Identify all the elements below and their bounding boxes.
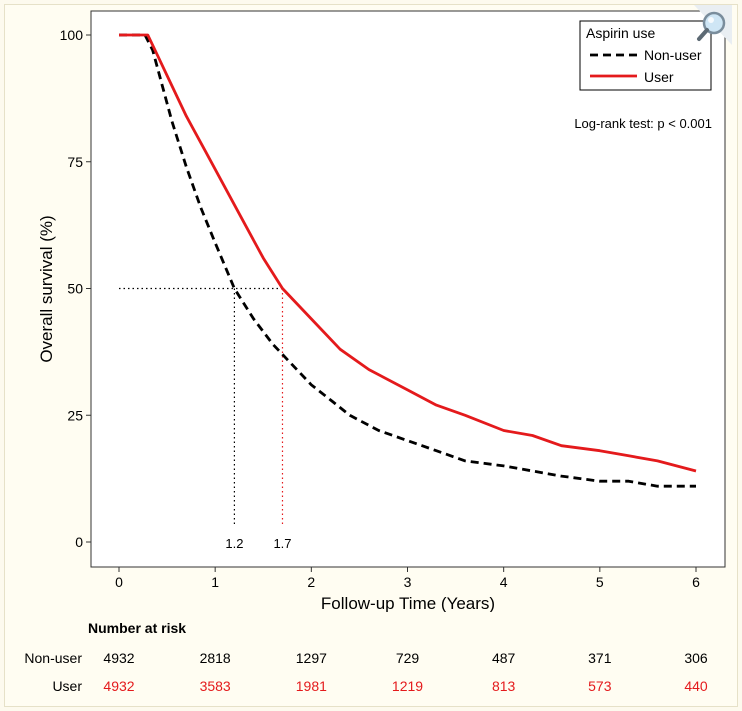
risk-cell: 729 — [395, 650, 420, 666]
risk-row-label: Non-user — [24, 650, 82, 666]
x-axis: 0 1 2 3 4 5 6 — [115, 567, 700, 590]
legend: Aspirin use Non-user User — [579, 20, 712, 91]
x-tick-label: 5 — [596, 574, 604, 590]
risk-cell: 440 — [684, 678, 708, 694]
risk-row-user: User 4932 3583 1981 1219 813 573 440 — [0, 678, 742, 698]
median-label: 1.7 — [273, 536, 291, 551]
y-tick-label: 25 — [67, 407, 83, 423]
x-tick-label: 2 — [307, 574, 315, 590]
magnifier-icon[interactable] — [690, 5, 732, 45]
risk-cell: 1981 — [295, 678, 327, 694]
risk-cell: 1219 — [391, 678, 424, 694]
legend-label-non-user: Non-user — [644, 47, 702, 63]
risk-cell: 573 — [588, 678, 612, 694]
x-tick-label: 0 — [115, 574, 123, 590]
y-axis: 0 25 50 75 100 — [60, 27, 91, 550]
plot-panel — [90, 10, 726, 568]
y-tick-label: 0 — [75, 534, 83, 550]
risk-cell: 4932 — [103, 650, 135, 666]
risk-cell: 487 — [491, 650, 516, 666]
risk-cell: 1297 — [295, 650, 327, 666]
median-lines: 1.2 1.7 — [119, 287, 292, 551]
legend-title: Aspirin use — [586, 25, 655, 41]
x-tick-label: 3 — [404, 574, 412, 590]
series-line-non-user — [119, 33, 696, 488]
survival-chart: 0 25 50 75 100 0 1 2 3 4 5 6 1.2 1.7 Follow-up Time… — [37, 10, 726, 612]
x-tick-label: 4 — [500, 574, 508, 590]
x-axis-title: Follow-up Time (Years) — [321, 594, 495, 612]
risk-cell: 2818 — [199, 650, 231, 666]
legend-label-user: User — [644, 69, 674, 85]
risk-row-non-user: Non-user 4932 2818 1297 729 487 371 306 — [0, 650, 742, 670]
y-axis-title: Overall survival (%) — [37, 215, 56, 362]
number-at-risk-table: Number at risk Non-user 4932 2818 1297 729 48… — [0, 612, 742, 707]
risk-cell: 306 — [684, 650, 708, 666]
x-tick-label: 1 — [211, 574, 219, 590]
risk-cell: 3583 — [199, 678, 231, 694]
risk-cell: 371 — [588, 650, 612, 666]
risk-cell: 4932 — [103, 678, 135, 694]
risk-table-title: Number at risk — [88, 620, 187, 636]
y-tick-label: 75 — [67, 154, 83, 170]
risk-row-label: User — [52, 678, 82, 694]
logrank-annotation: Log-rank test: p < 0.001 — [574, 116, 712, 131]
legend-box — [579, 20, 712, 91]
y-tick-label: 50 — [67, 281, 83, 297]
y-tick-label: 100 — [60, 27, 84, 43]
x-tick-label: 6 — [692, 574, 700, 590]
series-line-user — [119, 33, 697, 473]
median-label: 1.2 — [225, 536, 243, 551]
risk-cell: 813 — [491, 678, 516, 694]
survival-curves — [119, 33, 697, 488]
